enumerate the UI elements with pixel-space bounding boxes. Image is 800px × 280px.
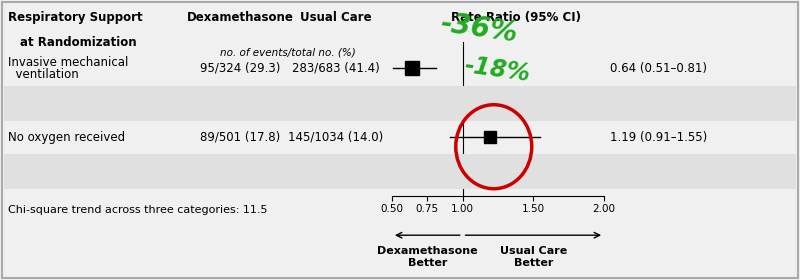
- Text: Invasive mechanical: Invasive mechanical: [8, 55, 128, 69]
- Text: 0.82 (0.72–0.94): 0.82 (0.72–0.94): [610, 97, 706, 110]
- Text: 1.19 (0.91–1.55): 1.19 (0.91–1.55): [610, 131, 707, 144]
- Text: 145/1034 (14.0): 145/1034 (14.0): [288, 131, 384, 144]
- Text: 682/2604 (26.2): 682/2604 (26.2): [288, 97, 384, 110]
- Text: No oxygen received: No oxygen received: [8, 131, 125, 144]
- Text: no. of events/total no. (%): no. of events/total no. (%): [220, 48, 356, 58]
- Text: Dexamethasone: Dexamethasone: [186, 11, 294, 24]
- Text: P<0.001: P<0.001: [610, 173, 666, 186]
- Text: Rate Ratio (95% CI): Rate Ratio (95% CI): [451, 11, 582, 24]
- Text: ventilation: ventilation: [8, 68, 78, 81]
- Text: at Randomization: at Randomization: [20, 36, 137, 49]
- Text: Oxygen only: Oxygen only: [8, 97, 82, 110]
- Text: All Patients: All Patients: [8, 165, 84, 178]
- Text: Chi-square trend across three categories: 11.5: Chi-square trend across three categories…: [8, 205, 267, 215]
- Text: 482/2104 (22.9): 482/2104 (22.9): [187, 165, 293, 178]
- Text: -36%: -36%: [438, 9, 519, 47]
- Text: Dexamethasone
Better: Dexamethasone Better: [377, 246, 478, 268]
- Text: Respiratory Support: Respiratory Support: [8, 11, 142, 24]
- Polygon shape: [426, 160, 451, 183]
- Text: 0.83 (0.75–0.93): 0.83 (0.75–0.93): [610, 157, 718, 170]
- Text: -18%: -18%: [462, 53, 532, 87]
- Text: 1110/4321 (25.7): 1110/4321 (25.7): [279, 165, 393, 178]
- Text: Usual Care: Usual Care: [300, 11, 372, 24]
- Text: 298/1279 (23.3): 298/1279 (23.3): [192, 97, 288, 110]
- Text: 89/501 (17.8): 89/501 (17.8): [200, 131, 280, 144]
- Text: 283/683 (41.4): 283/683 (41.4): [292, 62, 380, 75]
- Text: Usual Care
Better: Usual Care Better: [500, 246, 567, 268]
- Text: 95/324 (29.3): 95/324 (29.3): [200, 62, 280, 75]
- Text: 0.64 (0.51–0.81): 0.64 (0.51–0.81): [610, 62, 706, 75]
